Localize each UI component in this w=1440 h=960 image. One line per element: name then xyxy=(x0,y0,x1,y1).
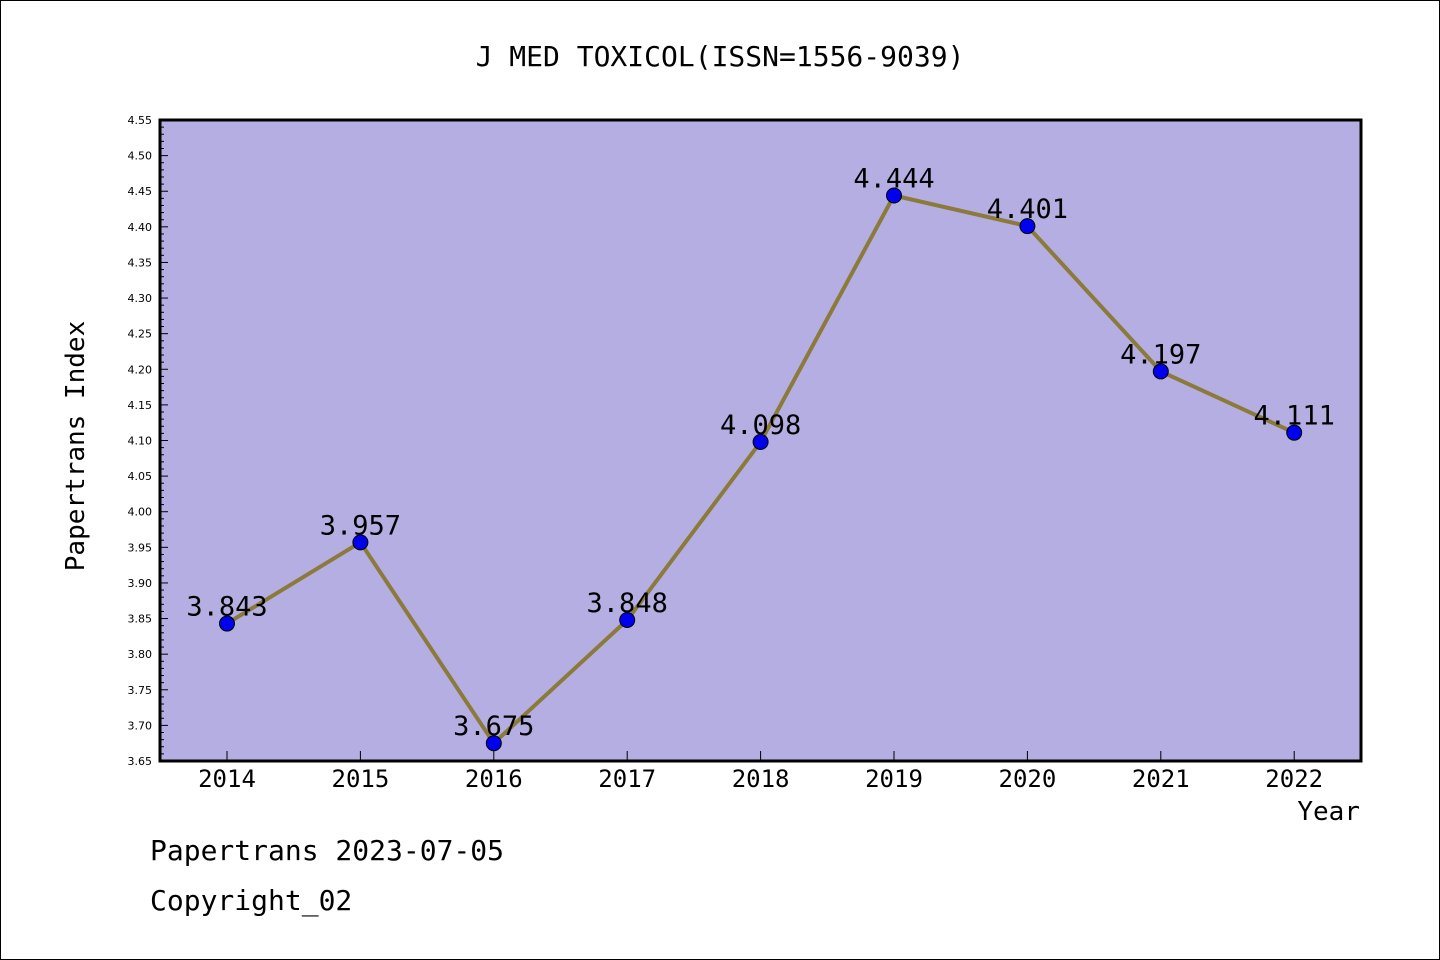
data-labels: 3.843 3.957 3.675 3.848 4.098 4.444 4.401 4.197… xyxy=(186,163,1334,742)
data-label: 3.675 xyxy=(453,711,534,742)
x-tick-label: 2018 xyxy=(732,765,790,793)
data-label: 3.848 xyxy=(587,588,668,619)
data-point xyxy=(1152,363,1169,380)
data-label: 4.444 xyxy=(853,163,934,194)
plot-border xyxy=(158,118,1363,763)
y-tick-label: 3.75 xyxy=(128,684,153,697)
data-markers xyxy=(219,187,1303,752)
data-label: 4.197 xyxy=(1120,339,1201,370)
x-tick-label: 2021 xyxy=(1132,765,1190,793)
data-label: 3.843 xyxy=(186,592,267,623)
y-tick-label: 4.00 xyxy=(128,506,153,519)
x-tick-label: 2017 xyxy=(598,765,656,793)
x-axis-label: Year xyxy=(1297,797,1360,827)
data-point xyxy=(485,735,502,752)
x-tick-label: 2016 xyxy=(465,765,523,793)
x-tick-label: 2014 xyxy=(198,765,256,793)
y-tick-label: 3.70 xyxy=(128,719,153,732)
y-tick-label: 4.55 xyxy=(128,114,153,127)
y-axis-tick-labels: 3.65 3.70 3.75 3.80 3.85 3.90 3.95 4.00 4.05 4.10… xyxy=(128,114,153,768)
footer-date: Papertrans 2023-07-05 xyxy=(150,834,505,867)
x-tick-label: 2022 xyxy=(1265,765,1323,793)
y-tick-label: 4.40 xyxy=(128,221,153,234)
data-point xyxy=(752,433,769,450)
chart-title: J MED TOXICOL(ISSN=1556-9039) xyxy=(476,40,965,73)
y-tick-label: 4.20 xyxy=(128,363,153,376)
y-tick-label: 4.30 xyxy=(128,292,153,305)
y-tick-label: 4.50 xyxy=(128,150,153,163)
y-tick-label: 3.65 xyxy=(128,755,153,768)
y-tick-label: 3.85 xyxy=(128,613,153,626)
data-point xyxy=(352,534,369,551)
y-tick-label: 4.45 xyxy=(128,185,153,198)
y-tick-label: 4.15 xyxy=(128,399,153,412)
x-tick-label: 2019 xyxy=(865,765,923,793)
x-axis-ticks xyxy=(226,751,1295,761)
x-tick-label: 2020 xyxy=(999,765,1057,793)
data-point xyxy=(886,187,902,204)
y-tick-label: 3.80 xyxy=(128,648,153,661)
data-label: 4.401 xyxy=(987,194,1068,225)
y-axis-label: Papertrans Index xyxy=(61,321,91,571)
footer-copyright: Copyright_02 xyxy=(150,884,353,917)
data-label: 4.111 xyxy=(1254,401,1335,432)
data-label: 4.098 xyxy=(720,410,801,441)
x-tick-label: 2015 xyxy=(332,765,390,793)
y-tick-label: 4.25 xyxy=(128,328,153,341)
y-tick-label: 4.35 xyxy=(128,256,153,269)
data-point xyxy=(1019,218,1036,235)
data-label: 3.957 xyxy=(320,510,401,541)
data-point xyxy=(619,611,636,628)
y-tick-label: 3.95 xyxy=(128,541,153,554)
x-axis-tick-labels: 2014 2015 2016 2017 2018 2019 2020 2021 2022 xyxy=(198,765,1323,793)
data-point xyxy=(219,615,235,632)
y-tick-label: 4.10 xyxy=(128,435,153,448)
y-tick-label: 4.05 xyxy=(128,470,153,483)
data-point xyxy=(1286,424,1303,441)
y-tick-label: 3.90 xyxy=(128,577,153,590)
